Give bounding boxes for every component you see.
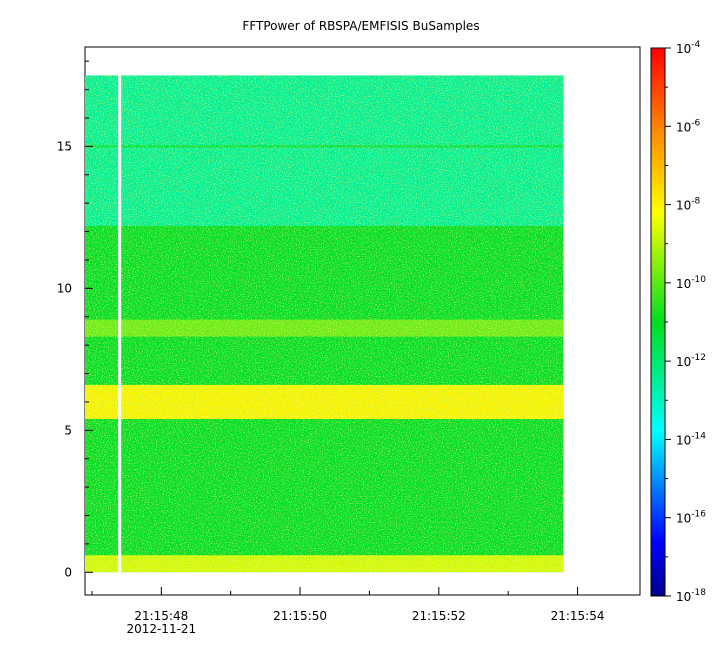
heatmap-area: [85, 75, 564, 573]
y-tick-label: 0: [64, 565, 72, 579]
y-tick-label: 15: [57, 139, 72, 153]
colorbar-tick-label: 10-8: [676, 197, 701, 213]
colorbar: [650, 47, 666, 597]
y-tick-label: 10: [57, 281, 72, 295]
y-axis: 0 5 10 15: [57, 60, 93, 579]
x-tick-label: 21:15:54: [551, 609, 605, 623]
colorbar-tick-label: 10-12: [676, 353, 706, 369]
noise-green: [85, 75, 564, 573]
y-tick-label: 5: [64, 423, 72, 437]
chart-title: FFTPower of RBSPA/EMFISIS BuSamples: [242, 19, 479, 33]
x-tick-label: 21:15:48: [134, 609, 188, 623]
colorbar-tick-label: 10-18: [676, 588, 706, 604]
colorbar-tick-label: 10-6: [676, 118, 701, 134]
x-tick-label: 21:15:50: [273, 609, 327, 623]
colorbar-tick-label: 10-4: [676, 40, 701, 56]
data-gap: [118, 75, 122, 573]
colorbar-tick-label: 10-10: [676, 275, 706, 291]
colorbar-tick-label: 10-16: [676, 510, 706, 526]
x-axis: 21:15:48 21:15:50 21:15:52 21:15:54: [91, 587, 605, 623]
colorbar-tick-label: 10-14: [676, 431, 706, 447]
colorbar-axis: 10-4 10-6 10-8 10-10 10-12 10-14 10-16 10-18: [665, 40, 706, 604]
x-date-label: 2012-11-21: [126, 622, 196, 636]
x-tick-label: 21:15:52: [412, 609, 466, 623]
